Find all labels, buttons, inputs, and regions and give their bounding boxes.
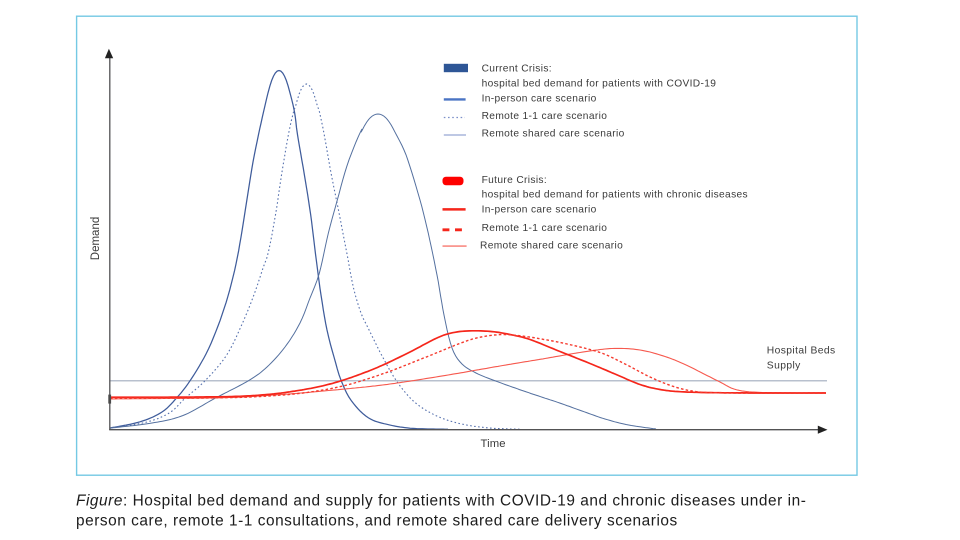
svg-text:Demand: Demand [90, 217, 102, 260]
svg-text:hospital bed demand for patien: hospital bed demand for patients with ch… [482, 190, 748, 201]
svg-text:Remote 1-1 care scenario: Remote 1-1 care scenario [482, 223, 608, 234]
svg-text:Future Crisis:: Future Crisis: [482, 175, 547, 186]
svg-text:Supply: Supply [767, 360, 801, 371]
svg-text:In-person care scenario: In-person care scenario [482, 204, 597, 215]
svg-text:Hospital Beds: Hospital Beds [767, 345, 836, 356]
svg-text:In-person care scenario: In-person care scenario [482, 93, 597, 104]
svg-text:Figure: Hospital bed demand an: Figure: Hospital bed demand and supply f… [76, 492, 806, 509]
svg-text:Remote shared care scenario: Remote shared care scenario [480, 240, 623, 251]
svg-text:Remote shared care scenario: Remote shared care scenario [482, 128, 625, 139]
svg-text:person care, remote 1-1 consul: person care, remote 1-1 consultations, a… [76, 512, 678, 529]
svg-text:Current Crisis:: Current Crisis: [482, 63, 552, 74]
svg-text:Time: Time [481, 438, 506, 450]
svg-text:hospital bed demand for patien: hospital bed demand for patients with CO… [482, 78, 717, 89]
svg-text:Remote 1-1 care scenario: Remote 1-1 care scenario [482, 111, 608, 122]
